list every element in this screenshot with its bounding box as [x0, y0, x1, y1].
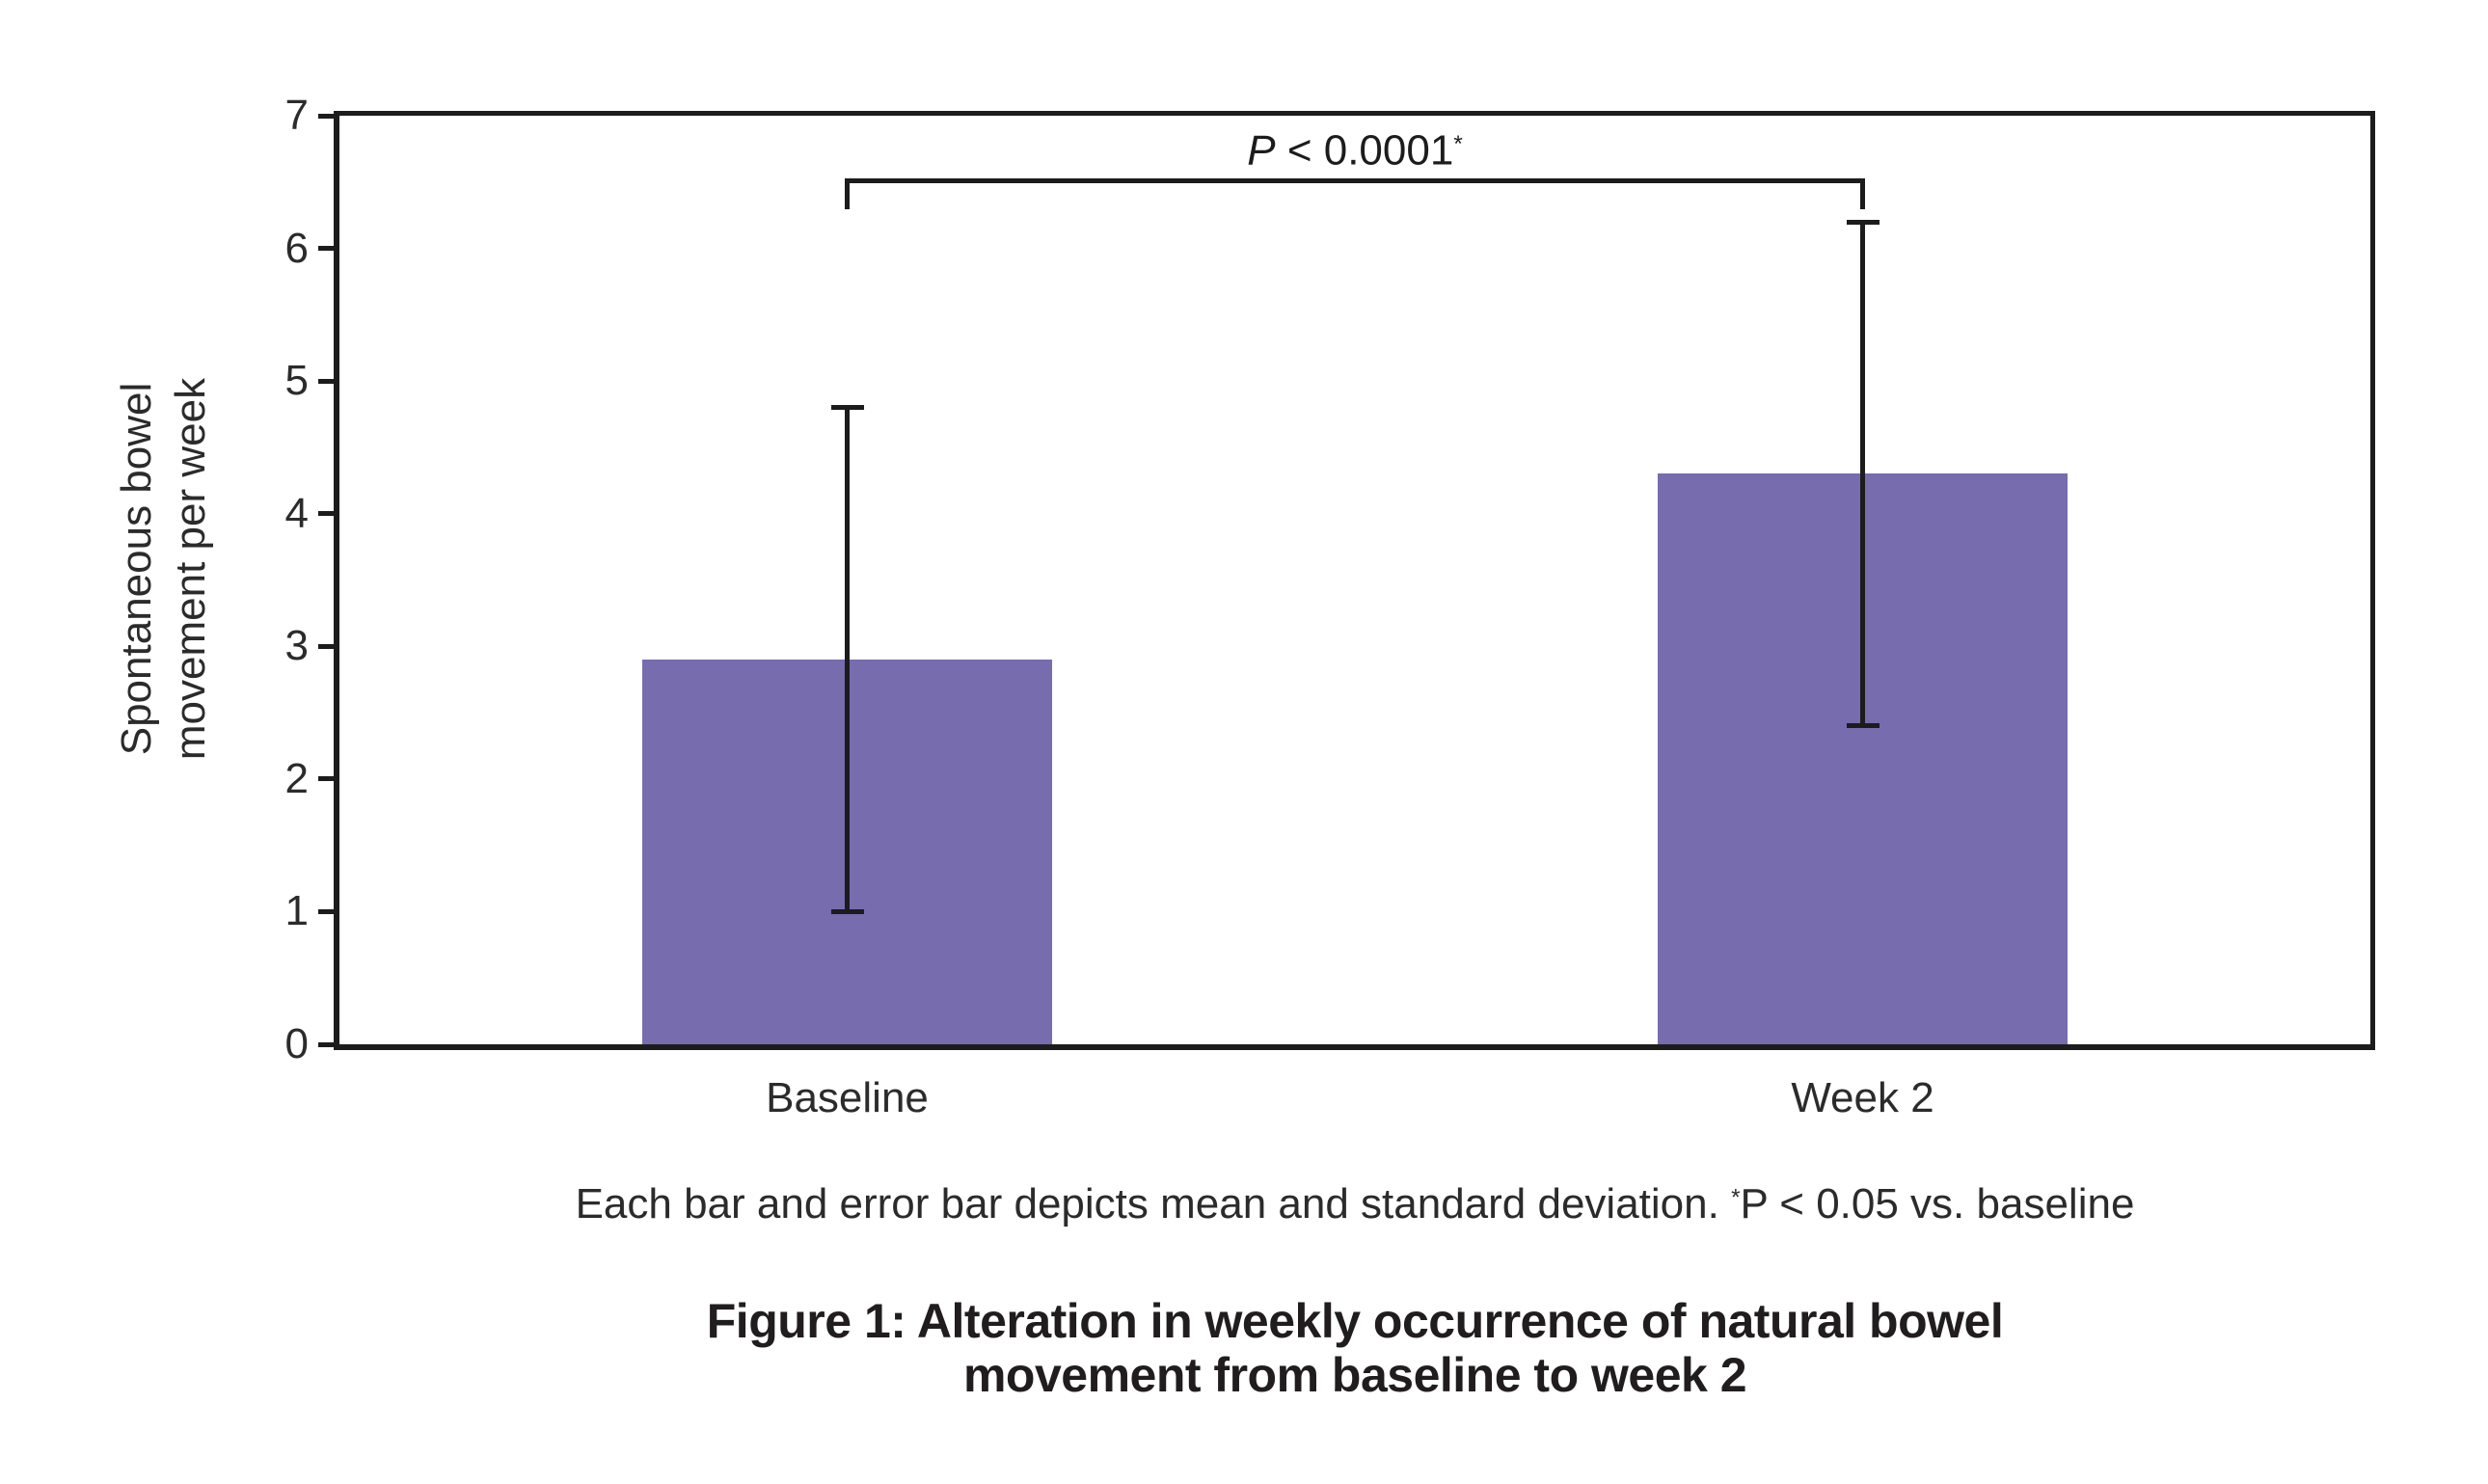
p-value-asterisk: * — [1453, 130, 1463, 157]
y-tick — [318, 908, 339, 914]
y-tick-label: 2 — [284, 754, 309, 802]
significance-bracket-left-end — [845, 177, 850, 210]
y-axis-title: Spontaneous bowel movement per week — [110, 280, 218, 858]
error-bar-top-cap-week-2 — [1846, 219, 1880, 225]
y-tick — [318, 246, 339, 252]
x-label-baseline: Baseline — [766, 1074, 929, 1121]
error-bar-top-cap-baseline — [830, 405, 864, 411]
figure-title-line1: Figure 1: Alteration in weekly occurrenc… — [706, 1294, 2004, 1348]
y-tick-label: 5 — [284, 357, 309, 405]
y-tick — [318, 643, 339, 649]
x-label-week-2: Week 2 — [1791, 1074, 1934, 1121]
y-tick — [318, 511, 339, 517]
significance-bracket — [845, 177, 1865, 183]
p-value-text: < 0.0001 — [1275, 125, 1454, 174]
y-tick-label: 6 — [284, 224, 309, 272]
significance-bracket-right-end — [1860, 177, 1865, 210]
footnote-asterisk: * — [1731, 1184, 1741, 1211]
y-axis-title-line2: movement per week — [167, 377, 214, 761]
figure-title-line2: movement from baseline to week 2 — [962, 1348, 1747, 1402]
y-tick — [318, 378, 339, 384]
y-tick-label: 1 — [284, 887, 309, 935]
error-bar-bottom-cap-week-2 — [1846, 723, 1880, 729]
y-tick — [318, 776, 339, 782]
error-bar-bottom-cap-baseline — [830, 908, 864, 914]
p-value-letter: P — [1247, 125, 1276, 174]
y-axis-title-line1: Spontaneous bowel — [113, 382, 160, 756]
figure-title: Figure 1: Alteration in weekly occurrenc… — [222, 1294, 2488, 1402]
y-tick-label: 0 — [284, 1020, 309, 1067]
y-tick-label: 4 — [284, 489, 309, 537]
error-bar-baseline — [845, 407, 850, 912]
error-bar-week-2 — [1860, 222, 1865, 726]
p-value-label: P < 0.0001* — [1066, 119, 1644, 174]
y-tick — [318, 1041, 339, 1047]
y-tick-label: 7 — [284, 92, 309, 139]
footnote-pvalue-text: P < 0.05 vs. baseline — [1740, 1180, 2135, 1228]
y-tick-label: 3 — [284, 622, 309, 670]
footnote-text: Each bar and error bar depicts mean and … — [575, 1180, 1732, 1228]
y-tick — [318, 113, 339, 119]
footnote: Each bar and error bar depicts mean and … — [222, 1180, 2488, 1228]
plot-frame — [334, 111, 2375, 1050]
